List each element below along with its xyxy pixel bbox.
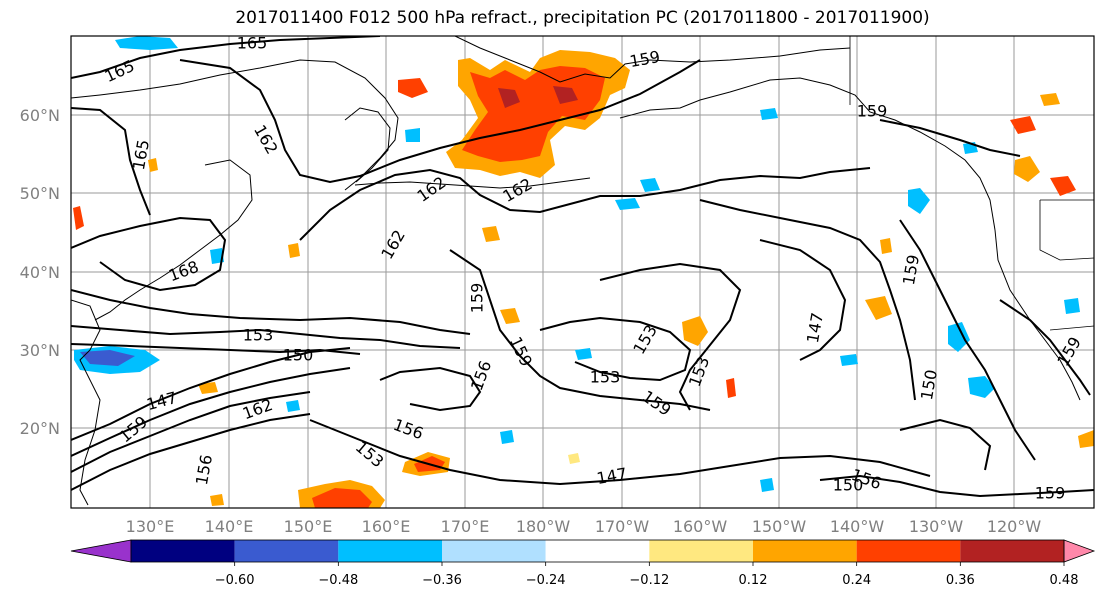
contour-label: 159 (468, 283, 487, 314)
colorbar-extend-low (70, 539, 132, 563)
longitude-tick-label: 180°W (516, 517, 571, 536)
latitude-tick-label: 60°N (20, 106, 60, 125)
latitude-tick-label: 30°N (20, 341, 60, 360)
colorbar-tick-label: −0.24 (526, 573, 566, 588)
colorbar-tick-label: −0.12 (629, 573, 669, 588)
colorbar-tick-label: −0.60 (215, 573, 255, 588)
alaska-south-coastline (619, 77, 996, 231)
contour-label: 150 (833, 476, 864, 495)
colorbar-tick-label: 0.12 (739, 573, 768, 588)
colorbar-segment (960, 540, 1064, 562)
contour-150-east (699, 199, 916, 401)
colorbar-segment (649, 540, 753, 562)
coastlines (71, 36, 1081, 506)
contour-label: 153 (590, 368, 621, 387)
refractivity-contours (71, 36, 1094, 498)
longitude-tick-label: 120°W (987, 517, 1042, 536)
north-america-west-coastline (994, 229, 1081, 401)
contour-165-west (71, 107, 151, 216)
contour-label: 153 (243, 326, 274, 345)
longitude-tick-label: 160°E (362, 517, 411, 536)
colorbar-tick-label: 0.24 (842, 573, 871, 588)
contour-label: 165 (237, 34, 268, 53)
contour-162-sw (71, 413, 311, 491)
us-mexico-border (1049, 325, 1094, 331)
contour-153-west (71, 325, 461, 349)
map-title: 2017011400 F012 500 hPa refract., precip… (235, 8, 930, 28)
contour-147-south (309, 419, 931, 486)
positive-anomaly-shading (73, 50, 1094, 508)
contour-159-loop (539, 316, 692, 382)
contour-153-southeast (819, 474, 1094, 498)
longitude-tick-label: 160°W (673, 517, 728, 536)
longitude-tick-label: 130°E (126, 517, 175, 536)
longitude-tick-label: 170°W (595, 517, 650, 536)
contour-159-east (899, 219, 1036, 461)
contour-label: 159 (1035, 484, 1066, 503)
contour-165-north (71, 36, 381, 79)
contour-label: 159 (857, 102, 888, 121)
colorbar-segment (131, 540, 235, 562)
colorbar-outline (130, 539, 1065, 563)
kamchatka-coastline (344, 107, 391, 183)
precipitation-shading (73, 36, 1094, 508)
alaska-north-coastline (454, 36, 851, 83)
contour-159-central (449, 249, 711, 411)
asia-coastline (71, 59, 399, 191)
colorbar-tick-label: 0.36 (946, 573, 975, 588)
contour-150-southeast (899, 418, 992, 471)
colorbar-segment (753, 540, 857, 562)
contour-156-east (999, 299, 1091, 396)
map-frame (70, 35, 1095, 509)
japan-coastline (94, 264, 181, 321)
latitude-tick-label: 50°N (20, 184, 60, 203)
latitude-axis: 60°N 50°N 40°N 30°N 20°N (20, 106, 60, 438)
longitude-axis: 130°E 140°E 150°E 160°E 170°E 180°W 170°W 160°W… (126, 517, 1042, 536)
contour-156-pocket (379, 366, 482, 412)
contour-153-east (759, 239, 847, 361)
contour-label: 150 (283, 346, 314, 365)
colorbar-tick-label: −0.36 (422, 573, 462, 588)
longitude-tick-label: 170°E (441, 517, 490, 536)
contour-162-north (179, 59, 701, 184)
colorbar-extend-high (1063, 539, 1096, 563)
negative-anomaly-shading (74, 36, 1080, 492)
colorbar-tick-label: 0.48 (1050, 573, 1079, 588)
sakhalin-coastline (179, 159, 253, 266)
longitude-tick-label: 130°W (909, 517, 964, 536)
latitude-tick-label: 20°N (20, 419, 60, 438)
longitude-tick-label: 150°W (752, 517, 807, 536)
contour-162-mid (299, 167, 871, 241)
colorbar-segment (234, 540, 339, 562)
longitude-tick-label: 140°E (205, 517, 254, 536)
colorbar-segment (856, 540, 961, 562)
us-state-borders (1039, 200, 1094, 261)
colorbar-tick-label: −0.48 (318, 573, 358, 588)
china-coastline (71, 299, 101, 506)
contour-168 (71, 216, 227, 292)
contour-153-central (599, 262, 742, 411)
contour-159-northeast (879, 119, 1021, 157)
colorbar-segment (442, 540, 546, 562)
contour-159-sw (71, 391, 311, 473)
contour-147-west (71, 347, 351, 441)
longitude-tick-label: 150°E (284, 517, 333, 536)
longitude-tick-label: 140°W (830, 517, 885, 536)
colorbar: −0.60 −0.48 −0.36 −0.24 −0.12 0.12 0.24 0.36 0.4… (70, 539, 1096, 588)
colorbar-segment (545, 540, 650, 562)
colorbar-segment (338, 540, 442, 562)
contour-159-west (71, 289, 471, 335)
contour-156-west (71, 367, 351, 457)
political-borders (849, 36, 1094, 331)
latitude-tick-label: 40°N (20, 263, 60, 282)
